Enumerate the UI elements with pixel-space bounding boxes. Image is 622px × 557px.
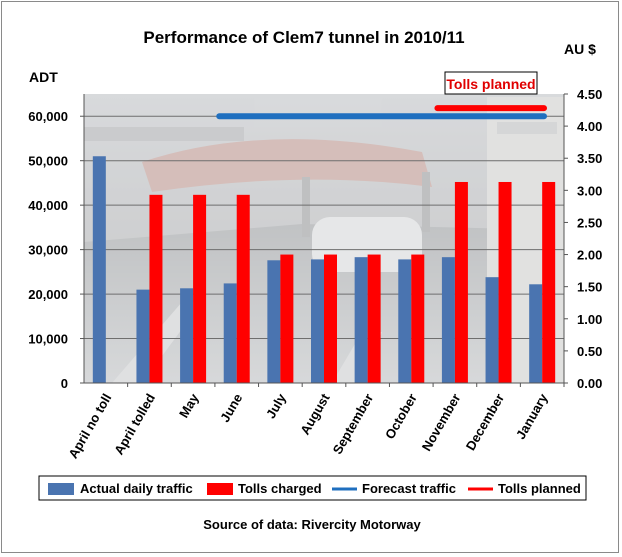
bar-actual-traffic bbox=[485, 277, 499, 383]
x-tick-label: November bbox=[419, 391, 464, 454]
legend-label-forecast-traffic: Forecast traffic bbox=[362, 481, 456, 496]
y-left-tick-label: 10,000 bbox=[28, 332, 68, 347]
bar-actual-traffic bbox=[441, 257, 455, 383]
bar-tolls-charged bbox=[411, 254, 425, 383]
x-tick-label: May bbox=[176, 390, 202, 420]
bar-actual-traffic bbox=[529, 284, 543, 383]
y-left-tick-label: 0 bbox=[61, 376, 68, 391]
bar-tolls-charged bbox=[280, 254, 294, 383]
x-tick-label: April no toll bbox=[65, 391, 114, 461]
legend-swatch-actual-traffic bbox=[48, 483, 74, 495]
y-right-tick-label: 2.00 bbox=[577, 248, 602, 263]
legend-swatch-tolls-charged bbox=[207, 483, 233, 495]
bar-actual-traffic bbox=[92, 156, 106, 383]
y-right-tick-label: 4.00 bbox=[577, 119, 602, 134]
x-tick-label: August bbox=[297, 390, 333, 437]
bar-tolls-charged bbox=[454, 181, 468, 383]
legend: Actual daily traffic Tolls charged Forec… bbox=[38, 475, 587, 501]
legend-box bbox=[38, 475, 587, 501]
y-left-tick-label: 60,000 bbox=[28, 109, 68, 124]
left-tick-labels: 0 10,000 20,000 30,000 40,000 50,000 60,000 bbox=[28, 109, 68, 391]
y-right-tick-label: 4.50 bbox=[577, 87, 602, 102]
bar-tolls-charged bbox=[149, 194, 163, 383]
x-tick-label: July bbox=[263, 390, 289, 421]
legend-label-tolls-planned: Tolls planned bbox=[498, 481, 581, 496]
y-left-tick-label: 30,000 bbox=[28, 243, 68, 258]
bar-tolls-charged bbox=[324, 254, 337, 383]
line-series-group bbox=[216, 105, 547, 120]
right-tick-labels: 0.00 0.50 1.00 1.50 2.00 2.50 3.00 3.50 4.00 4.50 bbox=[577, 87, 602, 391]
data-source-note: Source of data: Rivercity Motorway bbox=[203, 517, 421, 532]
x-tick-label: December bbox=[463, 391, 507, 453]
bar-series-group bbox=[92, 156, 556, 383]
tolls-planned-annotation-box bbox=[444, 71, 538, 95]
legend-label-actual-traffic: Actual daily traffic bbox=[80, 481, 193, 496]
y-right-tick-label: 0.50 bbox=[577, 344, 602, 359]
y-right-tick-label: 0.00 bbox=[577, 376, 602, 391]
x-tick-label: January bbox=[513, 390, 551, 441]
bar-actual-traffic bbox=[311, 259, 324, 383]
x-tick-label: October bbox=[382, 391, 420, 442]
x-tick-label: April tolled bbox=[111, 391, 158, 457]
x-tick-label: June bbox=[217, 391, 245, 425]
bar-tolls-charged bbox=[236, 194, 250, 383]
legend-label-tolls-charged: Tolls charged bbox=[238, 481, 322, 496]
y-left-tick-label: 40,000 bbox=[28, 198, 68, 213]
bar-actual-traffic bbox=[267, 260, 281, 383]
y-right-tick-label: 3.50 bbox=[577, 151, 602, 166]
bar-actual-traffic bbox=[136, 289, 150, 383]
y-right-tick-label: 1.00 bbox=[577, 312, 602, 327]
bar-actual-traffic bbox=[398, 259, 412, 383]
y-right-tick-label: 3.00 bbox=[577, 183, 602, 198]
bar-actual-traffic bbox=[180, 288, 194, 383]
bar-actual-traffic bbox=[223, 283, 237, 383]
y-right-axis-label: AU $ bbox=[564, 41, 596, 57]
bar-tolls-charged bbox=[542, 181, 556, 383]
bar-actual-traffic bbox=[354, 257, 368, 383]
chart-title: Performance of Clem7 tunnel in 2010/11 bbox=[143, 28, 464, 47]
chart-canvas: Performance of Clem7 tunnel in 2010/11 A… bbox=[28, 28, 602, 532]
x-tick-label: September bbox=[330, 391, 377, 457]
bar-tolls-charged bbox=[193, 194, 207, 383]
y-left-axis-label: ADT bbox=[29, 69, 58, 85]
y-left-tick-label: 20,000 bbox=[28, 287, 68, 302]
bar-tolls-charged bbox=[367, 254, 381, 383]
bar-tolls-charged bbox=[498, 181, 512, 383]
y-right-tick-label: 1.50 bbox=[577, 280, 602, 295]
axes bbox=[80, 93, 568, 387]
y-left-tick-label: 50,000 bbox=[28, 154, 68, 169]
tolls-planned-annotation: Tolls planned bbox=[446, 76, 535, 92]
y-right-tick-label: 2.50 bbox=[577, 215, 602, 230]
